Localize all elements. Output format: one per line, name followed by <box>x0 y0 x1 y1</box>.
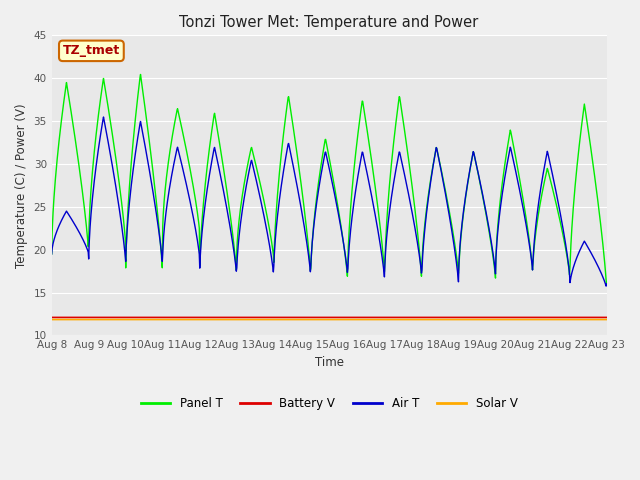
Air T <box>236 233 243 239</box>
Solar V <box>339 317 347 323</box>
Line: Air T: Air T <box>52 117 607 286</box>
Text: TZ_tmet: TZ_tmet <box>63 44 120 57</box>
Air T <box>603 281 611 287</box>
Air T <box>122 259 129 264</box>
Battery V <box>122 314 129 320</box>
Solar V <box>235 317 243 323</box>
Panel T <box>122 236 129 241</box>
Panel T <box>142 109 150 115</box>
Legend: Panel T, Battery V, Air T, Solar V: Panel T, Battery V, Air T, Solar V <box>136 392 522 415</box>
Solar V <box>141 317 149 323</box>
X-axis label: Time: Time <box>315 356 344 369</box>
Line: Panel T: Panel T <box>52 74 607 284</box>
Solar V <box>48 317 56 323</box>
Panel T <box>289 121 296 127</box>
Panel T <box>48 251 56 257</box>
Title: Tonzi Tower Met: Temperature and Power: Tonzi Tower Met: Temperature and Power <box>179 15 479 30</box>
Battery V <box>603 314 611 320</box>
Panel T <box>236 217 243 223</box>
Panel T <box>351 154 359 160</box>
Air T <box>100 114 108 120</box>
Air T <box>602 283 610 289</box>
Y-axis label: Temperature (C) / Power (V): Temperature (C) / Power (V) <box>15 103 28 268</box>
Panel T <box>340 241 348 247</box>
Solar V <box>351 317 358 323</box>
Battery V <box>289 314 296 320</box>
Battery V <box>339 314 347 320</box>
Battery V <box>141 314 149 320</box>
Air T <box>142 146 150 152</box>
Battery V <box>351 314 358 320</box>
Panel T <box>603 281 611 287</box>
Air T <box>340 241 348 247</box>
Air T <box>48 251 56 257</box>
Solar V <box>289 317 296 323</box>
Air T <box>351 190 359 196</box>
Solar V <box>603 317 611 323</box>
Panel T <box>137 72 145 77</box>
Air T <box>289 161 296 167</box>
Solar V <box>122 317 129 323</box>
Battery V <box>48 314 56 320</box>
Battery V <box>235 314 243 320</box>
